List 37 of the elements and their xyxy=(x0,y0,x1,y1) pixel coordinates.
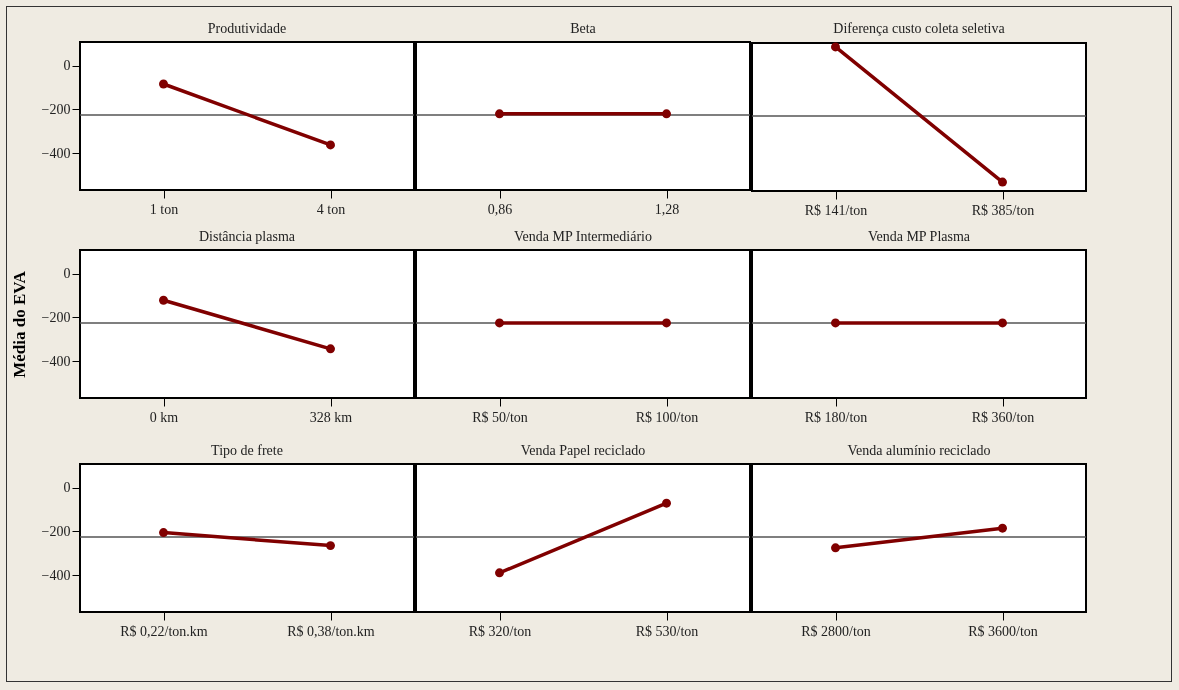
x-tick-label: R$ 0,38/ton.km xyxy=(287,623,375,639)
chart-title: Venda MP Intermediário xyxy=(514,229,652,244)
y-tick-label: −400 xyxy=(41,145,71,161)
y-tick-label: 0 xyxy=(63,480,71,496)
y-tick-label: −400 xyxy=(41,567,71,583)
x-tick-label: 4 ton xyxy=(316,201,346,217)
chart-title: Diferença custo coleta seletiva xyxy=(833,21,1006,37)
x-tick-label: 1 ton xyxy=(149,201,179,217)
y-tick-label: 0 xyxy=(63,266,71,282)
chart-title: Tipo de frete xyxy=(211,443,283,458)
x-tick-label: R$ 50/ton xyxy=(472,409,528,425)
x-tick-label: R$ 385/ton xyxy=(971,202,1035,218)
x-tick-label: R$ 530/ton xyxy=(635,623,699,639)
y-tick-label: 0 xyxy=(63,58,71,74)
x-tick-label: R$ 180/ton xyxy=(804,409,868,425)
x-tick-label: 0,86 xyxy=(487,201,513,217)
chart-title: Beta xyxy=(570,21,597,36)
x-tick-label: R$ 2800/ton xyxy=(801,623,871,639)
chart-title: Distância plasma xyxy=(198,229,296,244)
chart-title: Venda Papel reciclado xyxy=(520,443,646,458)
x-tick-label: R$ 3600/ton xyxy=(968,623,1038,639)
x-tick-label: R$ 141/ton xyxy=(804,202,868,218)
x-tick-label: 0 km xyxy=(149,409,179,425)
x-tick-label: R$ 100/ton xyxy=(635,409,699,425)
chart-title: Venda MP Plasma xyxy=(867,229,971,244)
x-tick-label: R$ 0,22/ton.km xyxy=(120,623,208,639)
x-tick-label: 328 km xyxy=(309,409,353,425)
y-axis-title: Média do EVA xyxy=(9,270,29,378)
y-tick-label: −200 xyxy=(41,309,71,325)
x-tick-label: 1,28 xyxy=(654,201,680,217)
y-tick-label: −200 xyxy=(41,101,71,117)
x-tick-label: R$ 360/ton xyxy=(971,409,1035,425)
chart-title: Produtividade xyxy=(207,21,287,36)
y-tick-label: −400 xyxy=(41,353,71,369)
y-tick-label: −200 xyxy=(41,523,71,539)
chart-title: Venda alumínio reciclado xyxy=(847,443,991,458)
x-tick-label: R$ 320/ton xyxy=(468,623,532,639)
